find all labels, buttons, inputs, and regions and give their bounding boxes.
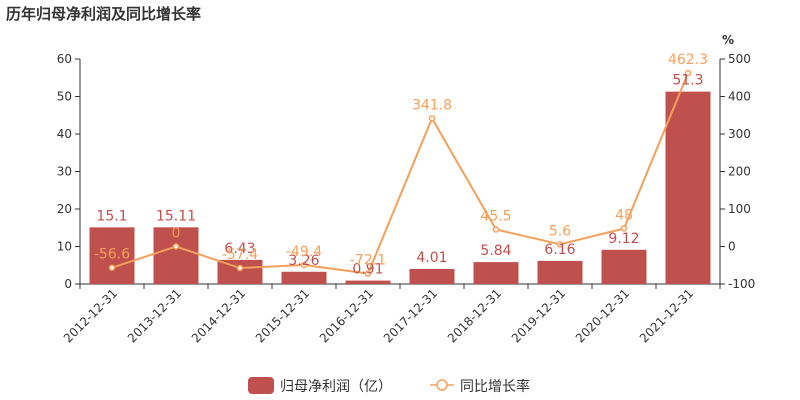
bar-value-label: 51.3	[672, 73, 703, 89]
growth-value-label: -49.4	[286, 244, 322, 260]
bar-value-label: 15.1	[96, 208, 127, 224]
growth-point	[492, 226, 500, 233]
bar-value-label: 0.91	[352, 262, 383, 278]
bar	[345, 280, 391, 284]
y-right-tick-label: 0	[728, 240, 736, 254]
y-right-tick-label: 400	[728, 90, 751, 104]
growth-value-label: 462.3	[668, 52, 708, 68]
growth-point	[172, 243, 180, 250]
bar	[281, 271, 327, 284]
bar	[473, 262, 519, 284]
legend-line-marker	[436, 379, 448, 391]
growth-value-label: 0	[172, 226, 181, 242]
growth-value-label: -56.6	[94, 247, 130, 263]
y-left-tick-label: 40	[57, 127, 72, 141]
y-right-tick-label: -100	[728, 277, 755, 291]
x-tick-label: 2018-12-31	[445, 286, 504, 345]
y-left-tick-label: 30	[57, 165, 72, 179]
growth-value-label: 341.8	[412, 97, 452, 113]
data-labels-group: 15.1 15.11 6.43 3.26 0.91 4.01 5.84 6.16 9.12 51.…	[94, 52, 708, 277]
chart-title: 历年归母净利润及同比增长率	[6, 5, 202, 23]
bar-value-label: 15.11	[156, 208, 196, 224]
growth-line	[111, 72, 689, 275]
legend-bar-swatch	[248, 377, 274, 394]
growth-point	[684, 69, 692, 77]
y-left-tick-label: 10	[57, 240, 72, 254]
legend-bar-label: 归母净利润（亿）	[280, 378, 392, 395]
bar-value-label: 9.12	[608, 231, 639, 247]
x-tick-label: 2012-12-31	[61, 286, 120, 345]
legend-line-label: 同比增长率	[460, 378, 530, 395]
x-tick-label: 2021-12-31	[637, 286, 696, 345]
y-right-tick-label: 100	[728, 202, 751, 216]
growth-value-label: 48	[615, 208, 633, 224]
growth-point	[556, 241, 564, 248]
growth-point	[300, 261, 308, 269]
x-tick-label: 2013-12-31	[125, 286, 184, 345]
y-left-tick-label: 20	[57, 202, 72, 216]
y-right-tick-label: 200	[728, 165, 751, 179]
line-group	[108, 69, 692, 277]
growth-point	[236, 264, 244, 272]
growth-value-label: 5.6	[549, 223, 571, 239]
growth-point	[620, 225, 628, 232]
x-tick-label: 2019-12-31	[509, 286, 568, 345]
y-left-tick-label: 60	[57, 52, 72, 66]
growth-value-label: -72.1	[350, 253, 386, 269]
x-tick-label: 2016-12-31	[317, 286, 376, 345]
legend-group: 归母净利润（亿） 同比增长率	[248, 377, 530, 395]
bars-group	[89, 91, 711, 284]
bar-value-label: 3.26	[288, 253, 319, 269]
bar-value-label: 6.16	[544, 242, 575, 258]
growth-point	[108, 264, 116, 271]
x-tick-label: 2017-12-31	[381, 286, 440, 345]
y-right-tick-label: 500	[728, 52, 751, 66]
y-right-tick-label: 300	[728, 127, 751, 141]
growth-value-label: -57.4	[222, 247, 258, 263]
x-tick-label: 2014-12-31	[189, 286, 248, 345]
y-right-unit-label: %	[722, 33, 734, 47]
bar	[153, 227, 199, 284]
bar	[537, 260, 583, 284]
bar	[665, 91, 711, 284]
bar-value-label: 5.84	[480, 243, 511, 259]
growth-point	[364, 270, 372, 277]
y-left-tick-label: 0	[64, 277, 72, 291]
bar	[409, 268, 455, 284]
bar	[89, 227, 135, 284]
x-tick-label: 2015-12-31	[253, 286, 312, 345]
growth-value-label: 45.5	[480, 208, 511, 224]
bar-value-label: 4.01	[416, 250, 447, 266]
bar-value-label: 6.43	[224, 241, 255, 257]
axes-group: 0 10 20 30 40 50 60 -100 0 100 200 300 400 500% 2012-1…	[57, 33, 756, 345]
x-tick-label: 2020-12-31	[573, 286, 632, 345]
y-left-tick-label: 50	[57, 90, 72, 104]
growth-point	[428, 115, 436, 122]
bar	[601, 249, 647, 284]
